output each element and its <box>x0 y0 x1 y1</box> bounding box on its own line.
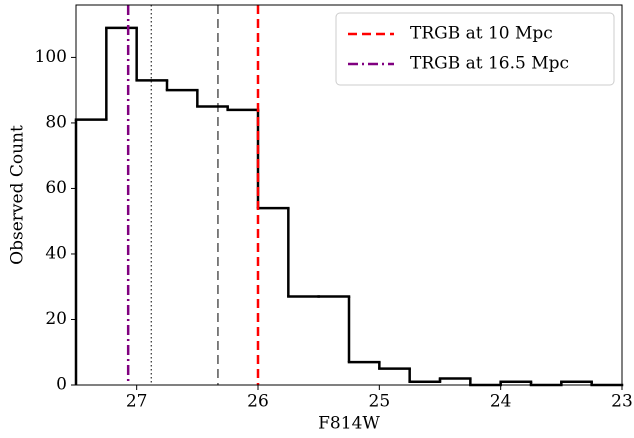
y-axis-label: Observed Count <box>8 125 28 265</box>
y-tick-label: 60 <box>45 178 67 198</box>
x-tick-label: 26 <box>247 392 269 412</box>
y-tick-label: 40 <box>45 243 67 263</box>
x-tick-label: 25 <box>369 392 391 412</box>
y-tick-label: 0 <box>56 375 67 395</box>
legend-box <box>335 12 615 86</box>
x-tick-label: 23 <box>611 392 633 412</box>
legend-label: TRGB at 16.5 Mpc <box>410 54 569 74</box>
legend-label: TRGB at 10 Mpc <box>410 24 553 44</box>
y-tick-label: 20 <box>45 309 67 329</box>
y-tick-label: 100 <box>35 47 67 67</box>
x-tick-label: 27 <box>126 392 148 412</box>
x-axis-label: F814W <box>318 414 380 434</box>
x-tick-label: 24 <box>490 392 512 412</box>
y-tick-label: 80 <box>45 112 67 132</box>
plot-frame <box>75 4 623 386</box>
